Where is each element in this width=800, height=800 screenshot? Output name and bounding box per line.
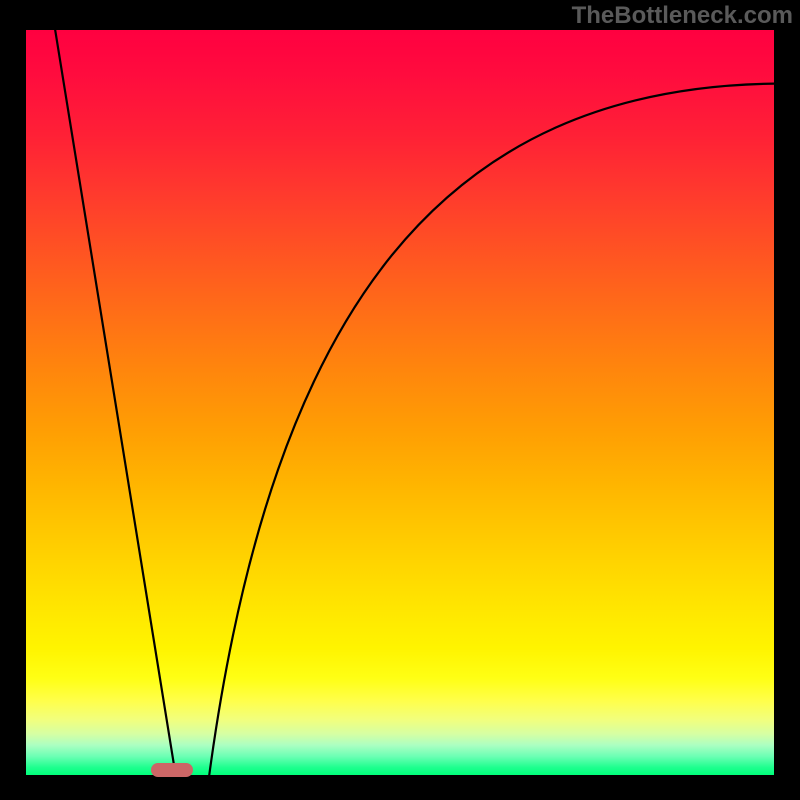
watermark-text: TheBottleneck.com — [572, 2, 793, 30]
optimum-marker — [151, 763, 193, 777]
canvas-root: TheBottleneck.com — [0, 0, 800, 800]
curve-layer — [26, 30, 774, 775]
plot-area — [26, 30, 774, 775]
